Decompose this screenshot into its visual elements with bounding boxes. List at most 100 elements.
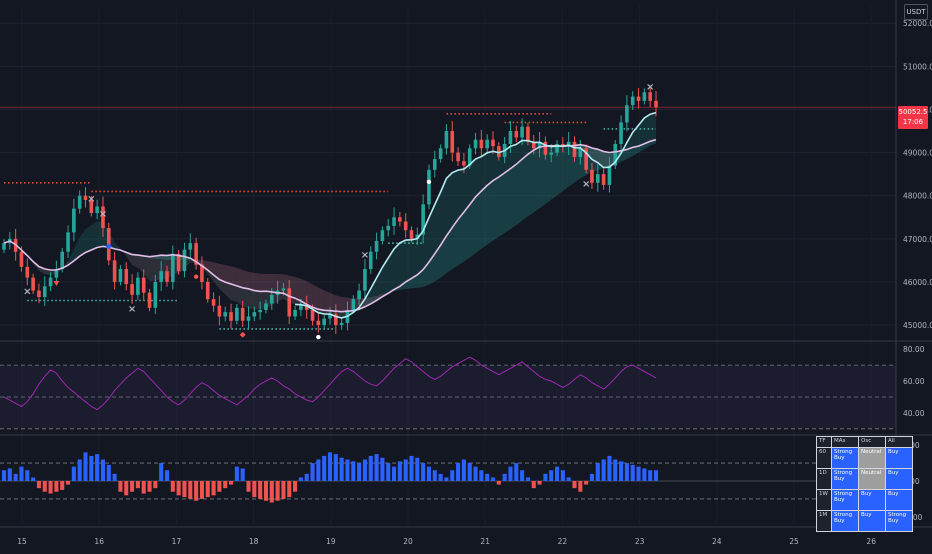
table-row: 1W Strong Buy Buy Buy	[817, 490, 913, 511]
hist-bar	[83, 452, 87, 481]
candle-body	[37, 291, 41, 297]
hist-bar	[113, 474, 117, 481]
price-tick-label: 51000.0	[903, 62, 932, 71]
table-row: 1D Strong Buy Neutral Buy	[817, 469, 913, 490]
hist-bar	[334, 454, 338, 481]
candle-body	[60, 252, 64, 269]
hist-bar	[19, 467, 23, 481]
row-mas: Strong Buy	[832, 448, 859, 469]
ma-band-inner-segment	[429, 204, 435, 262]
hist-bar	[310, 463, 314, 481]
signal-triangle-marker	[53, 281, 59, 286]
ma-band-segment	[522, 154, 528, 220]
hist-bar	[636, 467, 640, 481]
candle-body	[31, 278, 35, 291]
candle-body	[386, 226, 390, 230]
candle-body	[474, 140, 478, 149]
row-all: Buy	[886, 448, 913, 469]
ma-band-segment	[540, 146, 546, 208]
candle-body	[183, 250, 187, 272]
ma-band-segment	[254, 273, 260, 292]
hist-bar	[625, 463, 629, 481]
row-osc: Neutral	[859, 469, 886, 490]
hist-bar	[328, 452, 332, 481]
hist-bar	[404, 460, 408, 482]
ma-band-segment	[272, 274, 278, 293]
ma-line-placeholder	[4, 113, 377, 318]
hist-bar	[567, 477, 571, 481]
hist-bar	[631, 465, 635, 481]
candle-body	[549, 153, 553, 155]
hist-bar	[177, 481, 181, 495]
candle-body	[171, 254, 175, 282]
candle-body	[427, 170, 431, 204]
ma-band-inner-segment	[150, 256, 156, 281]
hist-bar	[415, 458, 419, 481]
candle-body	[456, 153, 460, 162]
candle-body	[113, 260, 117, 282]
hist-bar	[165, 470, 169, 481]
hist-bar	[299, 477, 303, 481]
date-tick-label: 22	[558, 537, 568, 546]
ma-band-segment	[557, 146, 563, 196]
hist-bar	[270, 481, 274, 503]
hist-bar	[427, 467, 431, 481]
hist-bar	[229, 481, 233, 485]
hist-bar	[642, 468, 646, 481]
candle-body	[49, 278, 53, 287]
ma-band-inner-segment	[487, 151, 493, 185]
ma-band-segment	[225, 265, 231, 284]
candle-body	[247, 316, 251, 320]
hist-bar	[252, 481, 256, 497]
hist-bar	[561, 470, 565, 481]
hist-bar	[287, 481, 291, 497]
rsi-tick-label: 60.00	[903, 377, 925, 386]
date-tick-label: 18	[249, 537, 259, 546]
hist-bar	[479, 470, 483, 481]
hist-bar	[386, 463, 390, 481]
hist-bar	[118, 481, 122, 492]
table-row: 60 Strong Buy Neutral Buy	[817, 448, 913, 469]
candle-body	[491, 140, 495, 146]
signal-x-marker: ×	[582, 179, 590, 190]
date-tick-label: 19	[326, 537, 336, 546]
row-mas: Strong Buy	[832, 490, 859, 511]
candle-body	[72, 209, 76, 233]
row-mas: Strong Buy	[832, 511, 859, 532]
hist-bar	[101, 460, 105, 482]
currency-label[interactable]: USDT	[904, 4, 928, 20]
candle-body	[351, 299, 355, 310]
candle-body	[514, 131, 518, 137]
ma-band-inner-segment	[144, 256, 150, 281]
ma-band-segment	[534, 147, 540, 213]
hist-bar	[130, 481, 134, 492]
hist-bar	[549, 470, 553, 481]
candle-body	[119, 269, 123, 282]
ma-band-inner-segment	[86, 225, 92, 252]
hist-bar	[340, 458, 344, 481]
price-tick-label: 45000.0	[903, 321, 932, 330]
candle-body	[480, 140, 484, 149]
hist-bar	[602, 460, 606, 482]
hist-bar	[491, 477, 495, 481]
ma-band-segment	[295, 277, 301, 301]
hist-bar	[147, 481, 151, 492]
candle-body	[78, 196, 82, 209]
candle-body	[287, 288, 291, 316]
hist-bar	[409, 456, 413, 481]
hist-bar	[648, 470, 652, 481]
hist-bar	[14, 474, 18, 481]
hist-bar	[142, 481, 146, 494]
ma-band-segment	[243, 270, 249, 289]
signal-x-marker: ×	[361, 250, 369, 261]
hist-bar	[654, 470, 658, 481]
ma-band-inner-segment	[394, 243, 400, 290]
hist-bar	[462, 460, 466, 482]
hist-bar	[60, 481, 64, 490]
candle-body	[20, 252, 24, 267]
hist-bar	[503, 474, 507, 481]
ma-band-inner-segment	[644, 114, 650, 143]
candle-body	[253, 312, 257, 316]
